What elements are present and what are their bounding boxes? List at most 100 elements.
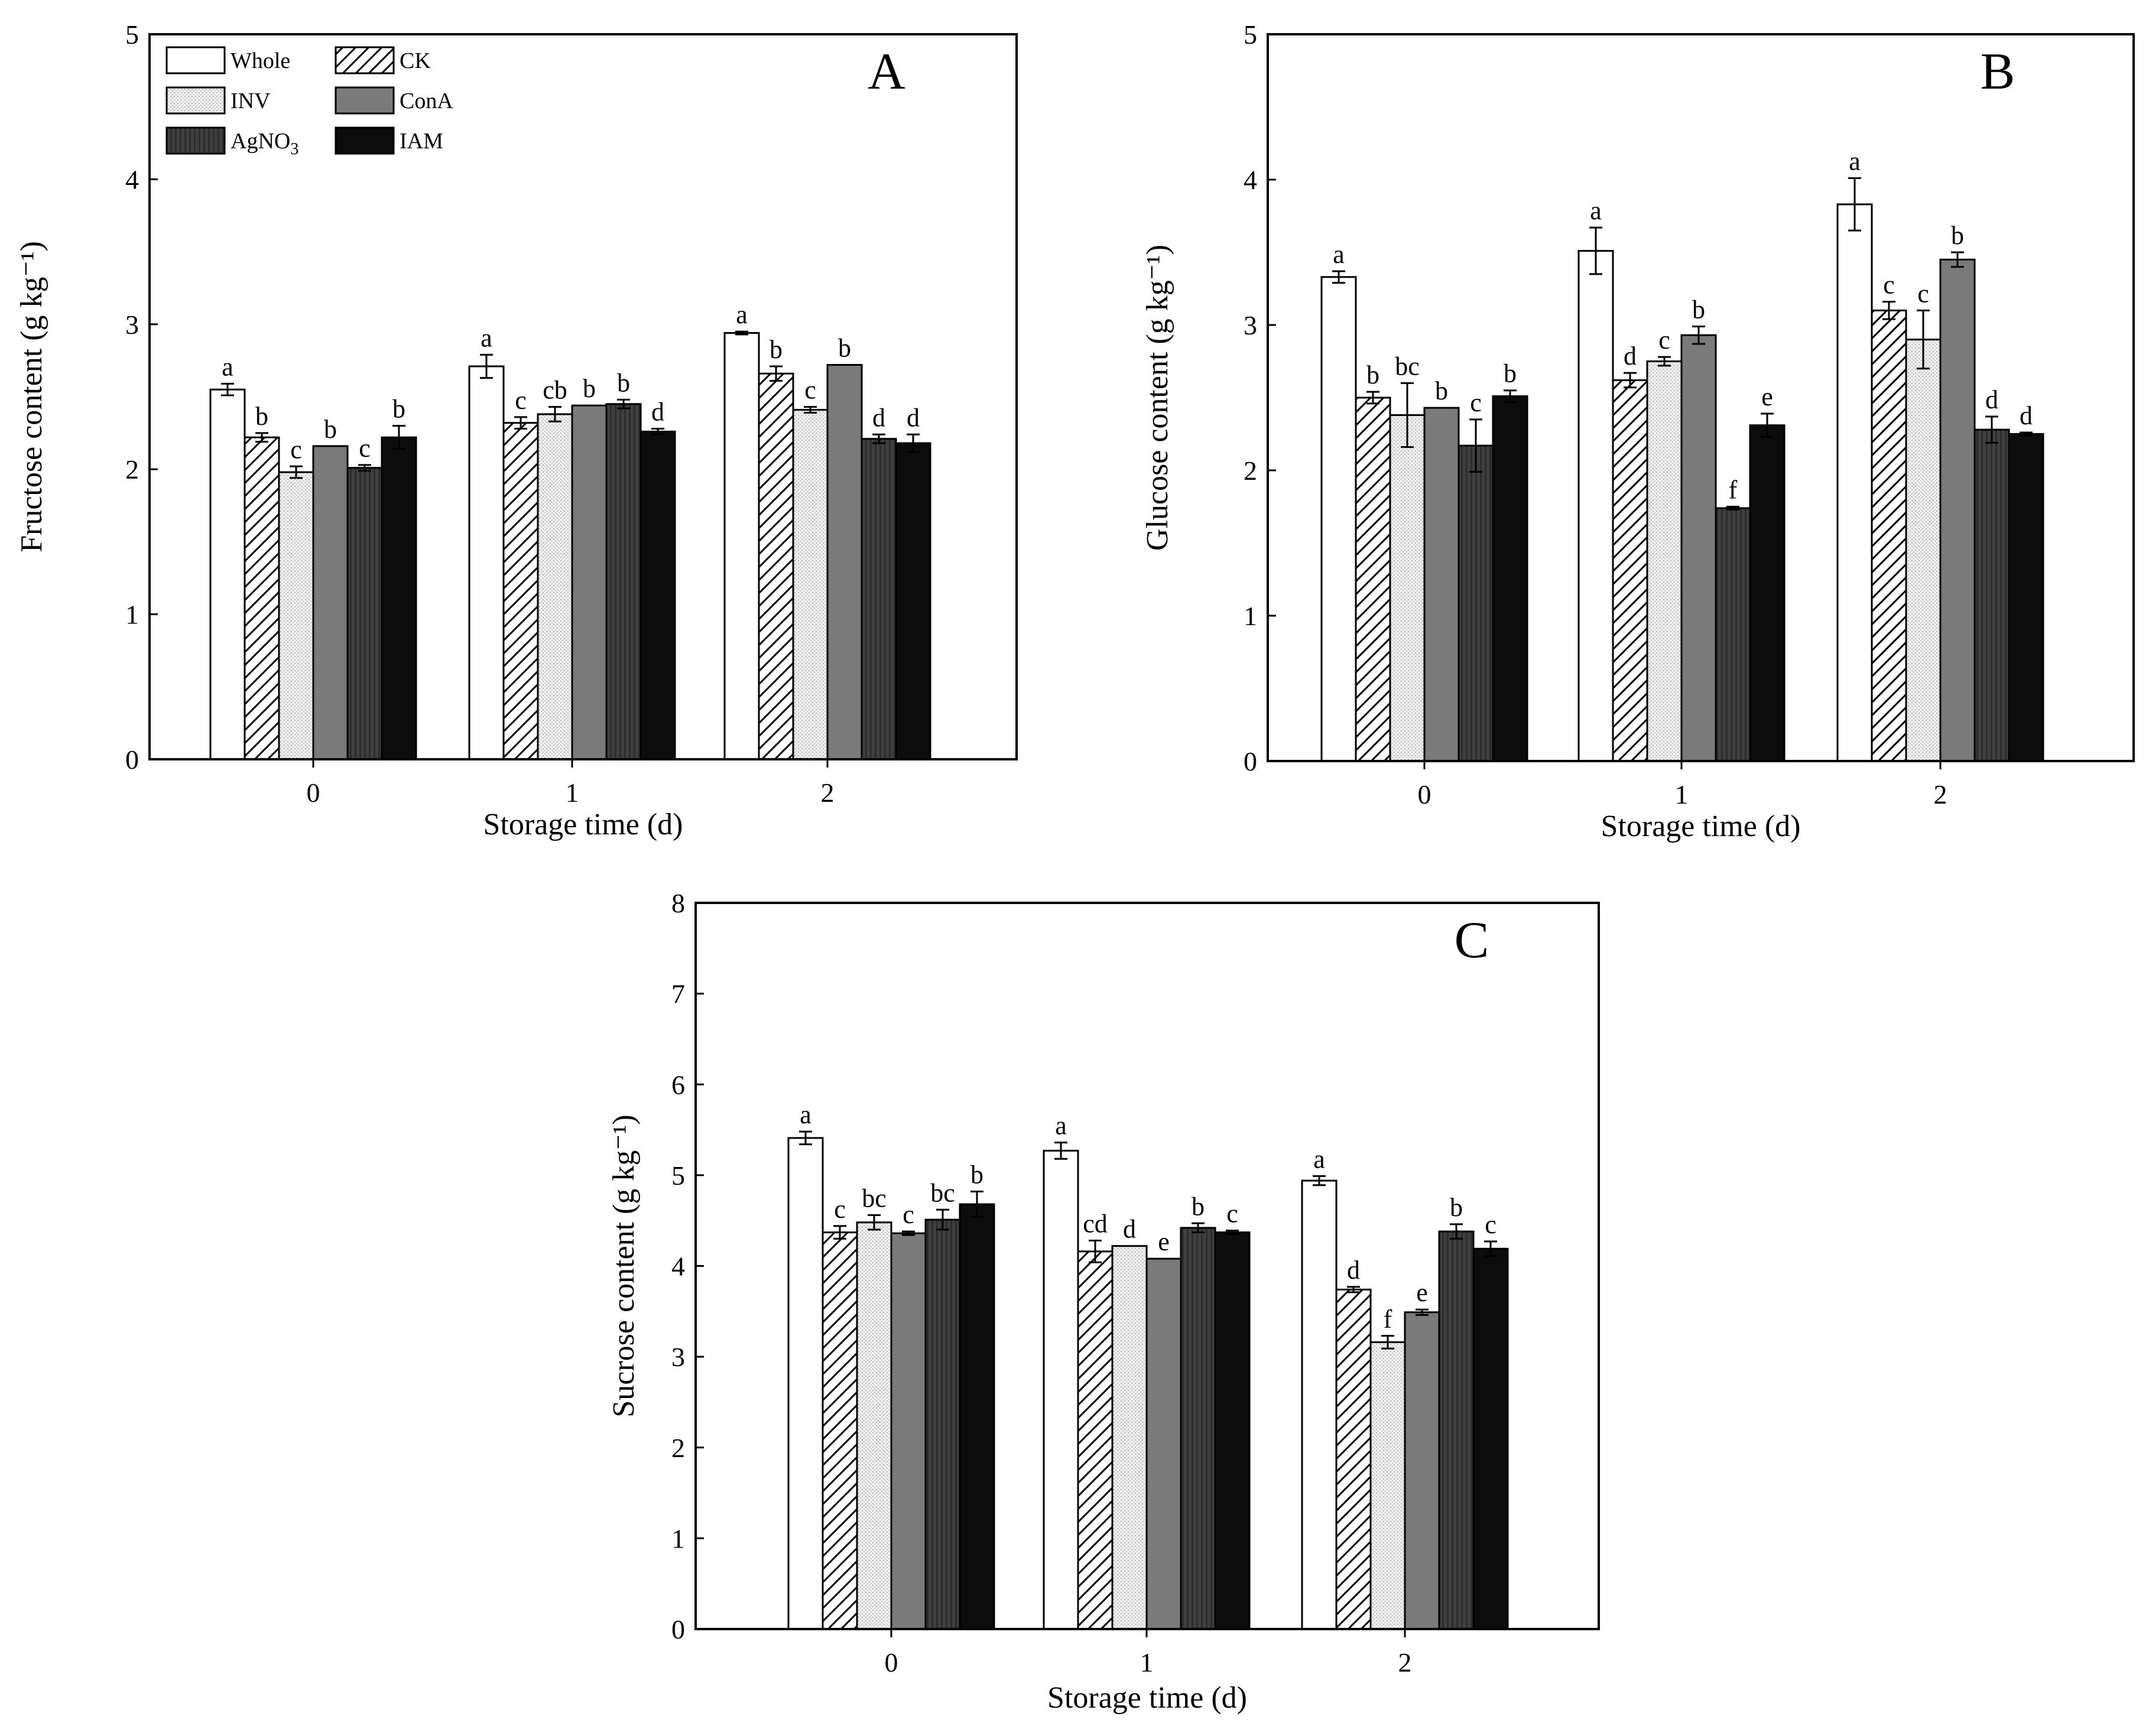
- significance-letter: c: [1917, 279, 1929, 308]
- significance-letter: b: [392, 395, 405, 424]
- panel-letter: A: [868, 43, 905, 100]
- bar: [959, 1203, 995, 1630]
- bar: [468, 365, 505, 760]
- bar: [1301, 1179, 1338, 1630]
- y-tick-label: 0: [125, 745, 139, 775]
- significance-letter: f: [1729, 476, 1738, 505]
- significance-letter: b: [970, 1160, 983, 1189]
- bar: [1905, 339, 1942, 762]
- series-AgNO3: c f d: [1457, 385, 2010, 762]
- bar: [1715, 507, 1751, 762]
- bar: [826, 364, 863, 760]
- bar: [1077, 1250, 1114, 1630]
- significance-letter: d: [1985, 385, 1998, 414]
- legend-item-AgNO3: AgNO3: [165, 126, 298, 158]
- series-IAM: b e d: [1492, 359, 2044, 762]
- bar: [1320, 276, 1357, 762]
- significance-letter: d: [2020, 401, 2033, 430]
- bar: [1423, 407, 1460, 762]
- legend-item-Whole: Whole: [165, 46, 290, 74]
- bar: [1043, 1149, 1079, 1630]
- bar: [1973, 428, 2010, 762]
- significance-letter: a: [1590, 196, 1602, 225]
- legend-label: CK: [400, 48, 431, 73]
- x-tick-label: 2: [1398, 1647, 1412, 1678]
- x-axis-label: Storage time (d): [483, 808, 683, 841]
- significance-letter: a: [736, 300, 748, 329]
- bar: [723, 332, 760, 760]
- bar: [502, 422, 539, 760]
- significance-letter: c: [804, 376, 816, 405]
- series-INV: ccb c: [278, 376, 829, 760]
- y-tick-label: 2: [671, 1433, 685, 1463]
- significance-letter: e: [1416, 1278, 1428, 1307]
- legend-swatch: [335, 46, 395, 74]
- significance-letter: c: [515, 386, 527, 415]
- legend-swatch: [335, 126, 395, 155]
- bar: [1680, 334, 1717, 762]
- bar: [1335, 1288, 1372, 1630]
- bar: [1646, 360, 1683, 762]
- significance-letter: d: [1347, 1256, 1360, 1285]
- bar: [1492, 395, 1528, 762]
- bar: [381, 436, 417, 760]
- bar: [278, 471, 314, 760]
- significance-letter: b: [583, 374, 596, 403]
- significance-letter: b: [1435, 376, 1448, 405]
- bar: [605, 403, 642, 760]
- bar: [2008, 433, 2044, 762]
- y-tick-label: 3: [1244, 310, 1257, 340]
- significance-letter: bc: [1395, 352, 1420, 381]
- significance-letter: a: [481, 323, 492, 352]
- significance-letter: e: [1761, 382, 1773, 411]
- significance-letter: c: [1883, 271, 1895, 300]
- significance-letter: a: [1333, 240, 1345, 269]
- bar: [312, 445, 349, 760]
- bar: [1355, 396, 1391, 762]
- y-tick-label: 6: [671, 1069, 685, 1100]
- panel-letter: C: [1455, 912, 1489, 969]
- x-axis-label: Storage time (d): [1601, 810, 1801, 843]
- bar: [1577, 250, 1614, 762]
- bar: [1749, 424, 1786, 762]
- bar: [1612, 379, 1648, 762]
- significance-letter: a: [1313, 1145, 1325, 1173]
- significance-letter: b: [1692, 295, 1705, 324]
- y-tick-label: 5: [1244, 19, 1257, 50]
- panel-letter: B: [1981, 43, 2015, 100]
- significance-letter: b: [1450, 1193, 1463, 1222]
- significance-letter: b: [1504, 359, 1517, 388]
- significance-letter: b: [324, 415, 337, 444]
- legend-label: IAM: [400, 129, 443, 154]
- legend: Whole CK INV ConA AgNO3 IAM: [165, 46, 453, 158]
- bar: [1404, 1311, 1440, 1630]
- bar: [1369, 1341, 1406, 1630]
- x-tick-label: 1: [1675, 779, 1689, 810]
- series-ConA: b b b: [312, 334, 863, 760]
- bar: [890, 1232, 927, 1630]
- bar: [537, 413, 573, 760]
- y-tick-label: 2: [125, 454, 139, 485]
- bar: [1438, 1230, 1475, 1630]
- bar: [1457, 444, 1494, 762]
- significance-letter: c: [290, 435, 302, 464]
- y-tick-label: 4: [1244, 165, 1257, 195]
- significance-letter: bc: [862, 1184, 887, 1212]
- x-tick-label: 0: [1418, 779, 1431, 810]
- bar: [1939, 258, 1976, 762]
- y-tick-label: 1: [1244, 601, 1257, 631]
- significance-letter: cb: [543, 376, 567, 405]
- y-tick-label: 1: [125, 600, 139, 630]
- y-axis-label: Glucose content (g kg⁻¹): [1141, 245, 1174, 551]
- legend-label: AgNO3: [231, 129, 298, 158]
- significance-letter: a: [800, 1100, 811, 1129]
- legend-swatch: [165, 126, 226, 155]
- bar: [1836, 203, 1873, 762]
- significance-letter: b: [1192, 1192, 1205, 1221]
- significance-letter: a: [1055, 1111, 1067, 1140]
